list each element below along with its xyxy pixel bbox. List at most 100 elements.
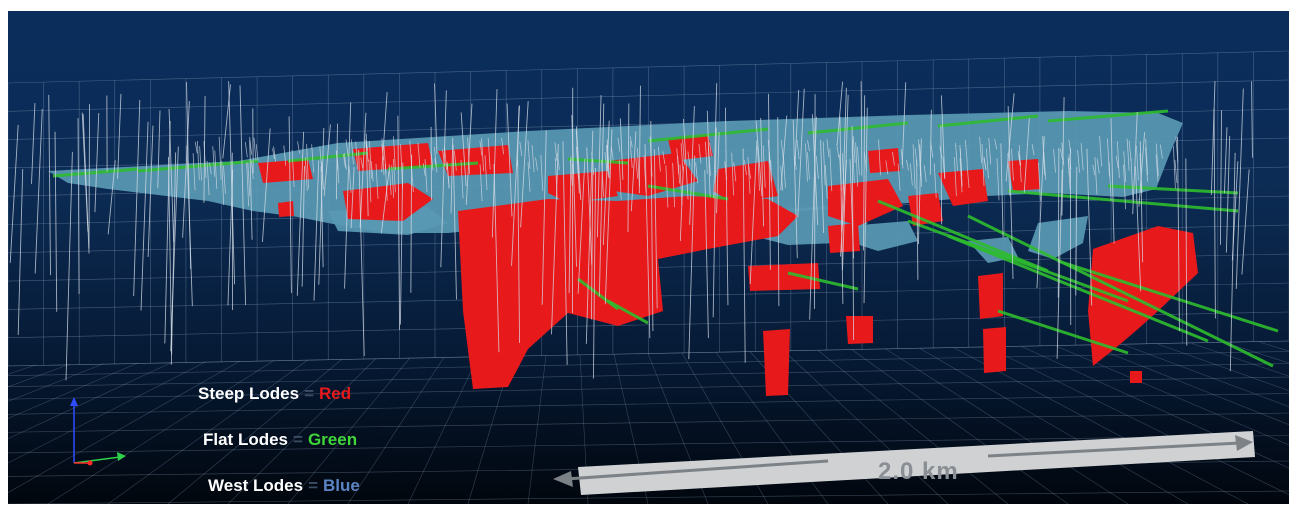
flat-lode-strip: [787, 271, 859, 291]
drillhole-trace: [630, 131, 637, 212]
drillhole-trace: [1075, 166, 1078, 296]
grid-line: [527, 355, 547, 504]
drillhole-trace: [1145, 147, 1148, 182]
drillhole-trace: [393, 159, 396, 193]
drillhole-trace: [638, 85, 641, 194]
drillhole-trace: [192, 153, 196, 191]
drillhole-trace: [1007, 153, 1011, 196]
drillhole-trace: [604, 152, 608, 172]
drillhole-trace: [117, 93, 122, 179]
drillhole-trace: [901, 82, 907, 165]
drillhole-trace: [672, 162, 676, 208]
drillhole-trace: [1123, 151, 1127, 182]
drillhole-trace: [792, 119, 798, 259]
drillhole-trace: [194, 141, 198, 154]
drillhole-trace: [731, 152, 735, 196]
drillhole-trace: [824, 164, 828, 199]
drillhole-trace: [249, 136, 252, 155]
drillhole-trace: [860, 81, 863, 176]
drillhole-trace: [351, 139, 354, 165]
drillhole-trace: [1056, 169, 1063, 359]
drillhole-trace: [939, 146, 943, 158]
drillhole-trace: [262, 128, 271, 243]
grid-line: [8, 361, 173, 440]
drillhole-trace: [839, 116, 844, 304]
drillhole-trace: [712, 127, 717, 318]
scale-bar-band: [578, 431, 1255, 495]
drillhole-trace: [440, 90, 447, 268]
drillhole-trace: [733, 162, 737, 182]
drillhole-trace: [1092, 164, 1096, 176]
grid-line: [1191, 343, 1289, 377]
grid-line: [1021, 346, 1289, 469]
drillhole-trace: [1108, 162, 1112, 202]
legend-steep-equals: =: [304, 384, 315, 403]
drillhole-trace: [170, 152, 177, 365]
drillhole-trace: [1225, 135, 1231, 253]
drillhole-trace: [1099, 136, 1102, 167]
drillhole-trace: [460, 112, 467, 187]
drillhole-trace: [618, 159, 622, 200]
drillhole-trace: [1060, 148, 1063, 160]
steep-lode-solid: [868, 148, 900, 173]
drillhole-trace: [409, 140, 413, 169]
drillhole-trace: [629, 141, 633, 168]
drillhole-trace: [311, 144, 315, 173]
drillhole-trace: [288, 116, 292, 294]
drillhole-trace: [596, 95, 602, 238]
drillhole-trace: [487, 137, 491, 170]
drillhole-trace: [822, 141, 826, 186]
drillhole-trace: [1235, 88, 1244, 289]
grid-line: [1055, 345, 1289, 446]
xyz-axes-gizmo-icon[interactable]: [70, 397, 126, 466]
drillhole-trace: [133, 100, 141, 297]
drillhole-trace: [863, 95, 866, 251]
drillhole-trace: [355, 141, 359, 170]
drillhole-trace: [1057, 147, 1060, 298]
drillhole-trace: [1155, 143, 1159, 177]
drillhole-trace: [442, 149, 445, 166]
drillhole-trace: [147, 125, 154, 257]
flat-lode-strip: [947, 234, 1209, 343]
drillhole-trace: [796, 140, 800, 160]
scale-bar-arrowhead-right: [1235, 435, 1253, 451]
drillhole-trace: [885, 160, 889, 175]
drillhole-trace: [556, 153, 560, 171]
drillhole-trace: [318, 127, 325, 285]
drillhole-trace: [221, 160, 225, 206]
drillhole-trace: [724, 161, 728, 181]
drillhole-trace: [1068, 139, 1072, 154]
drillhole-trace: [1175, 136, 1179, 163]
drillhole-trace: [1135, 166, 1142, 292]
drillhole-trace: [540, 155, 544, 192]
drillhole-trace: [897, 163, 901, 191]
drillhole-trace: [919, 144, 923, 187]
grid-line: [953, 347, 1249, 504]
drillhole-trace: [203, 141, 207, 179]
drillhole-trace: [923, 165, 927, 182]
drillhole-trace: [682, 139, 685, 165]
3d-viewport[interactable]: Steep Lodes = Red Flat Lodes = Green West Lo…: [8, 11, 1289, 504]
drillhole-trace: [304, 157, 308, 191]
drillhole-trace: [602, 120, 610, 245]
drillhole-trace: [467, 137, 471, 175]
legend-steep-color: Red: [319, 384, 352, 403]
drillhole-trace: [906, 159, 909, 171]
drillhole-trace: [465, 103, 473, 205]
grid-line: [8, 340, 1289, 367]
drillhole-trace: [797, 88, 805, 218]
drillhole-trace: [77, 118, 80, 294]
drillhole-trace: [381, 92, 388, 173]
steep-lode-solid: [1088, 226, 1198, 366]
drillhole-trace: [981, 144, 985, 186]
drillhole-trace: [319, 146, 323, 172]
drillhole-trace: [912, 144, 916, 189]
drillhole-trace: [313, 160, 320, 301]
drillhole-trace: [586, 147, 593, 265]
grid-line: [1157, 343, 1289, 391]
drillhole-trace: [531, 144, 535, 173]
drillhole-trace: [182, 101, 190, 238]
grid-line: [8, 364, 37, 375]
drillhole-trace: [400, 144, 403, 188]
grid-line: [167, 358, 343, 504]
